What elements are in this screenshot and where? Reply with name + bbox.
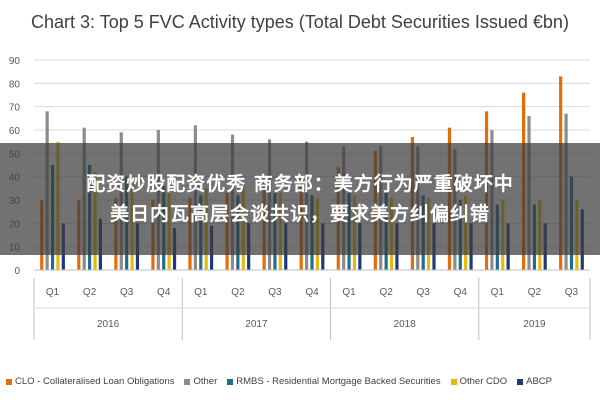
legend-label: Other (193, 376, 218, 387)
x-tick-label: Q2 (83, 287, 97, 298)
chart-legend: CLO - Collateralised Loan Obligations Oth… (6, 376, 598, 387)
legend-item: RMBS - Residential Mortgage Backed Secur… (227, 376, 441, 387)
x-tick-label: Q3 (417, 287, 431, 298)
y-tick-label: 0 (14, 266, 20, 277)
x-tick-label: Q4 (157, 287, 171, 298)
legend-label: CLO - Collateralised Loan Obligations (15, 376, 175, 387)
x-tick-label: Q2 (528, 287, 542, 298)
legend-item: CLO - Collateralised Loan Obligations (6, 376, 174, 387)
legend-item: Other CDO (450, 376, 508, 387)
x-tick-label: Q3 (565, 287, 579, 298)
x-tick-label: Q4 (454, 287, 468, 298)
legend-swatch (450, 378, 457, 385)
x-tick-label: Q3 (268, 287, 282, 298)
x-tick-label: Q1 (491, 287, 505, 298)
year-group-label: 2017 (245, 319, 268, 330)
x-tick-label: Q3 (120, 287, 134, 298)
legend-label: Other CDO (459, 376, 508, 387)
x-tick-label: Q2 (379, 287, 393, 298)
x-tick-label: Q4 (305, 287, 319, 298)
overlay-line-1: 配资炒股配资优秀 商务部：美方行为严重破坏中 (86, 173, 514, 195)
y-tick-label: 70 (9, 103, 21, 114)
legend-swatch (184, 378, 191, 385)
x-axis-ticks: Q1 Q2 Q3 Q4 Q1 Q2 Q3 Q4 Q1 Q2 Q3 Q4 Q1 Q2 Q3 (46, 287, 579, 298)
news-overlay-banner[interactable]: 配资炒股配资优秀 商务部：美方行为严重破坏中 美日内瓦高层会谈共识，要求美方纠偏… (0, 143, 600, 255)
x-tick-label: Q1 (194, 287, 208, 298)
y-tick-label: 90 (9, 56, 21, 67)
legend-swatch (517, 378, 524, 385)
year-groups: 2016 2017 2018 2019 (33, 269, 591, 340)
year-group-label: 2016 (97, 319, 120, 330)
x-tick-label: Q1 (342, 287, 356, 298)
overlay-line-2: 美日内瓦高层会谈共识，要求美方纠偏纠错 (109, 203, 490, 225)
x-tick-label: Q1 (46, 287, 60, 298)
legend-label: RMBS - Residential Mortgage Backed Secur… (236, 376, 441, 387)
x-tick-label: Q2 (231, 287, 245, 298)
y-tick-label: 60 (9, 126, 21, 137)
chart-title: Chart 3: Top 5 FVC Activity types (Total… (31, 12, 569, 32)
legend-item: ABCP (517, 376, 552, 387)
legend-label: ABCP (526, 376, 552, 387)
year-group-label: 2018 (394, 319, 417, 330)
y-tick-label: 80 (9, 79, 21, 90)
legend-item: Other (184, 376, 217, 387)
legend-swatch (6, 378, 12, 385)
legend-swatch (227, 378, 234, 385)
year-group-label: 2019 (523, 319, 546, 330)
